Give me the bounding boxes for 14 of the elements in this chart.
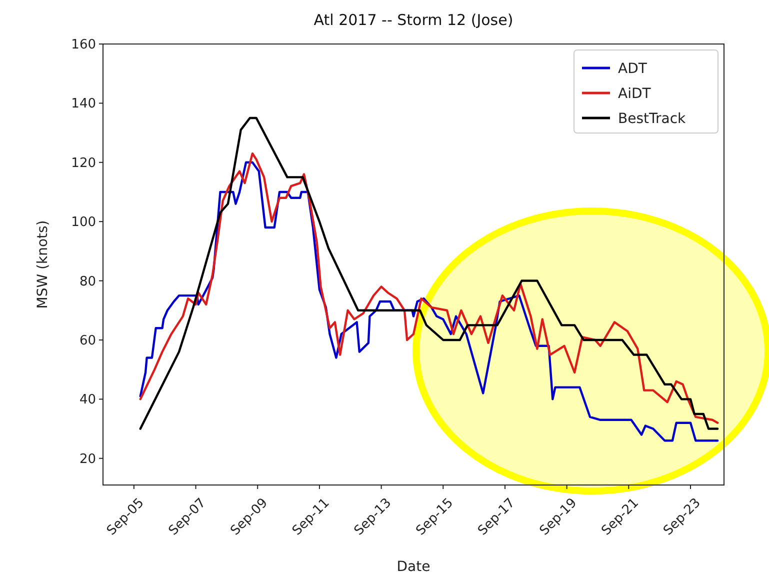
y-tick-label: 60 <box>79 334 96 349</box>
chart-title: Atl 2017 -- Storm 12 (Jose) <box>314 11 514 29</box>
legend-label: BestTrack <box>618 110 687 127</box>
y-tick-label: 140 <box>71 96 96 112</box>
y-tick-label: 20 <box>79 452 96 467</box>
y-tick-label: 80 <box>79 274 96 290</box>
y-axis-title: MSW (knots) <box>35 220 51 309</box>
y-tick-label: 160 <box>71 38 96 53</box>
legend-label: AiDT <box>618 86 652 102</box>
y-tick-label: 100 <box>71 215 96 230</box>
y-tick-label: 40 <box>79 392 96 408</box>
x-axis-title: Date <box>396 559 430 575</box>
legend-label: ADT <box>618 60 648 77</box>
y-tick-label: 120 <box>71 156 96 171</box>
